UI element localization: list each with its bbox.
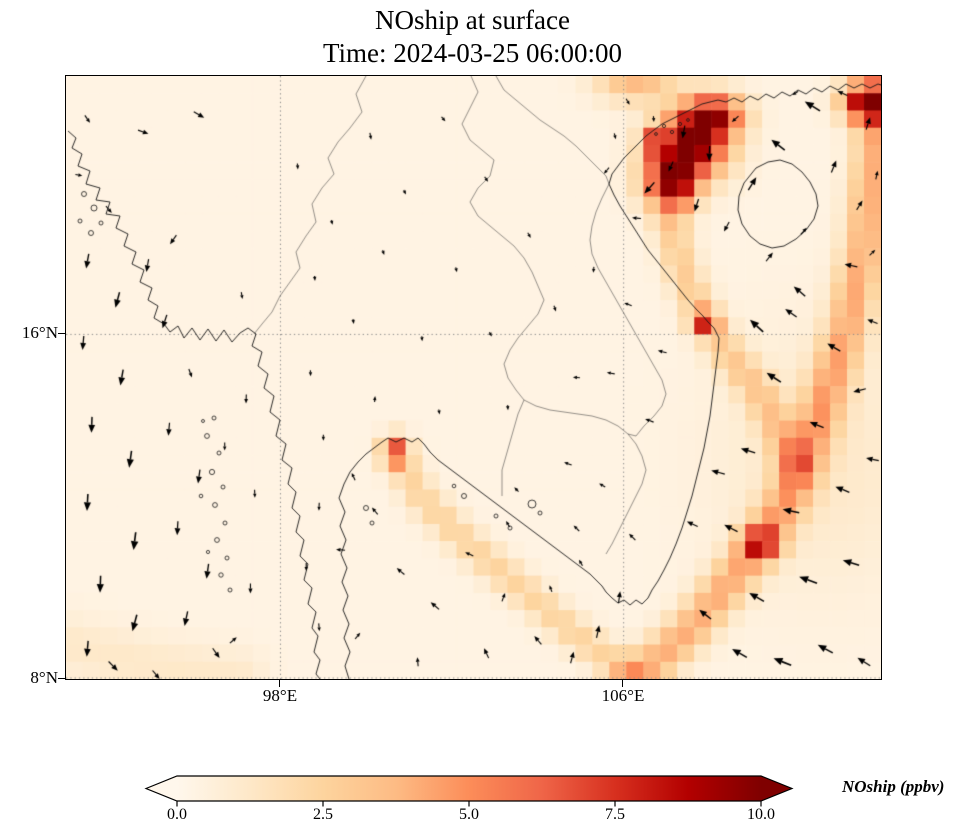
colorbar-tick-4: 10.0 [747, 806, 775, 823]
figure-title: NOship at surface Time: 2024-03-25 06:00… [65, 4, 880, 70]
ytick-mark-8n [58, 678, 65, 680]
xtick-mark-98e [279, 680, 281, 687]
xtick-label-98e: 98°E [262, 686, 298, 705]
xtick-label-106e: 106°E [601, 686, 645, 705]
ytick-label-8n: 8°N [30, 668, 58, 687]
colorbar-tick-0: 0.0 [167, 806, 187, 823]
ytick-label-16n: 16°N [21, 323, 58, 342]
colorbar-tick-marks [176, 801, 762, 807]
figure-title-line1: NOship at surface [375, 5, 570, 35]
colorbar-tick-1: 2.5 [313, 806, 333, 823]
figure-title-line2: Time: 2024-03-25 06:00:00 [322, 38, 623, 68]
ytick-mark-16n [58, 333, 65, 335]
colorbar-tick-3: 7.5 [605, 806, 625, 823]
colorbar-tick-2: 5.0 [459, 806, 479, 823]
map-plot [65, 75, 882, 680]
colorbar-gradient-bar [144, 775, 794, 802]
colorbar-label: NOship (ppbv) [842, 777, 945, 796]
colorbar [144, 775, 794, 807]
heatmap-canvas [66, 76, 881, 679]
xtick-mark-106e [622, 680, 624, 687]
